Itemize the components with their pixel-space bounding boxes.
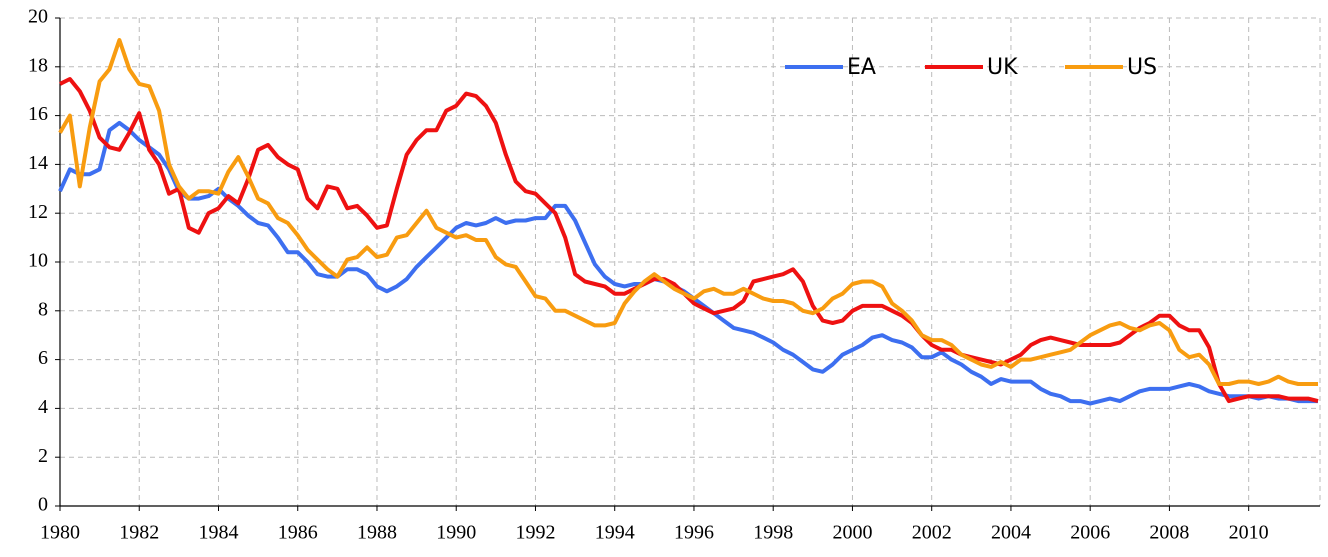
y-tick-label: 18: [28, 54, 48, 76]
x-tick-label: 1980: [40, 522, 80, 544]
y-tick-label: 6: [38, 347, 48, 369]
x-tick-label: 2002: [912, 522, 952, 544]
series-line: [59, 77, 1319, 404]
x-tick-label: 2000: [832, 522, 872, 544]
legend-label: UK: [987, 55, 1018, 80]
x-tick-label: 1996: [674, 522, 714, 544]
y-tick-label: 14: [28, 152, 48, 174]
x-tick-label: 1984: [198, 522, 238, 544]
x-tick-label: 2004: [991, 522, 1031, 544]
x-tick-label: 2010: [1229, 522, 1269, 544]
y-tick-label: 16: [28, 103, 48, 125]
y-tick-label: 4: [38, 396, 48, 418]
y-tick-label: 20: [28, 6, 48, 28]
y-tick-label: 2: [38, 445, 48, 467]
x-tick-label: 1992: [515, 522, 555, 544]
x-tick-label: 1998: [753, 522, 793, 544]
y-tick-label: 0: [38, 494, 48, 516]
x-tick-label: 1994: [595, 522, 635, 544]
y-tick-label: 8: [38, 298, 48, 320]
x-tick-label: 1988: [357, 522, 397, 544]
x-tick-label: 1982: [119, 522, 159, 544]
series-line: [58, 38, 1318, 386]
legend-label: US: [1127, 55, 1157, 80]
y-tick-label: 10: [28, 250, 48, 272]
x-tick-label: 1986: [278, 522, 318, 544]
x-tick-label: 2008: [1149, 522, 1189, 544]
x-tick-label: 1990: [436, 522, 476, 544]
legend-label: EA: [847, 55, 876, 80]
y-tick-label: 12: [28, 201, 48, 223]
x-tick-label: 2006: [1070, 522, 1110, 544]
